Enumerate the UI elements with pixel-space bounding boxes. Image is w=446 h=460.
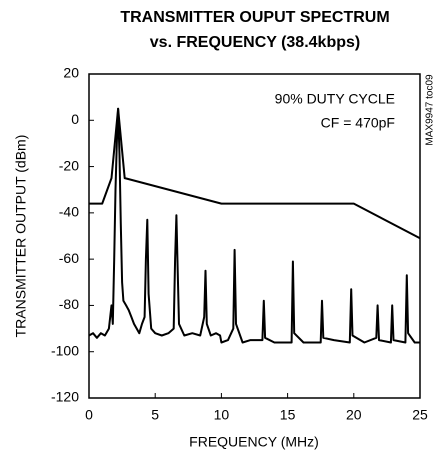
chart-title: vs. FREQUENCY (38.4kbps): [150, 34, 360, 51]
y-tick-label: -120: [51, 389, 79, 405]
y-tick-label: 0: [71, 111, 79, 127]
x-axis-label: FREQUENCY (MHz): [189, 434, 319, 450]
series-line: [88, 107, 420, 344]
chart-title: TRANSMITTER OUPUT SPECTRUM: [120, 9, 389, 26]
y-tick-label: 20: [63, 65, 79, 81]
annotation: CF = 470pF: [321, 115, 395, 131]
x-tick-label: 10: [214, 407, 230, 423]
x-tick-label: 20: [346, 407, 362, 423]
x-tick-label: 25: [412, 407, 428, 423]
plot-frame: [88, 73, 421, 399]
y-tick-label: -100: [51, 342, 79, 358]
series-line: [89, 107, 421, 240]
x-tick-label: 0: [85, 407, 93, 423]
figure-id: MAX9947 toc09: [425, 74, 436, 146]
annotation: 90% DUTY CYCLE: [275, 91, 395, 107]
x-tick-label: 15: [280, 407, 296, 423]
x-tick-label: 5: [151, 407, 159, 423]
y-tick-label: -20: [59, 157, 79, 173]
y-tick-label: -80: [59, 296, 79, 312]
y-tick-label: -60: [59, 250, 79, 266]
y-tick-label: -40: [59, 204, 79, 220]
y-axis-label: TRANSMITTER OUTPUT (dBm): [13, 135, 29, 338]
